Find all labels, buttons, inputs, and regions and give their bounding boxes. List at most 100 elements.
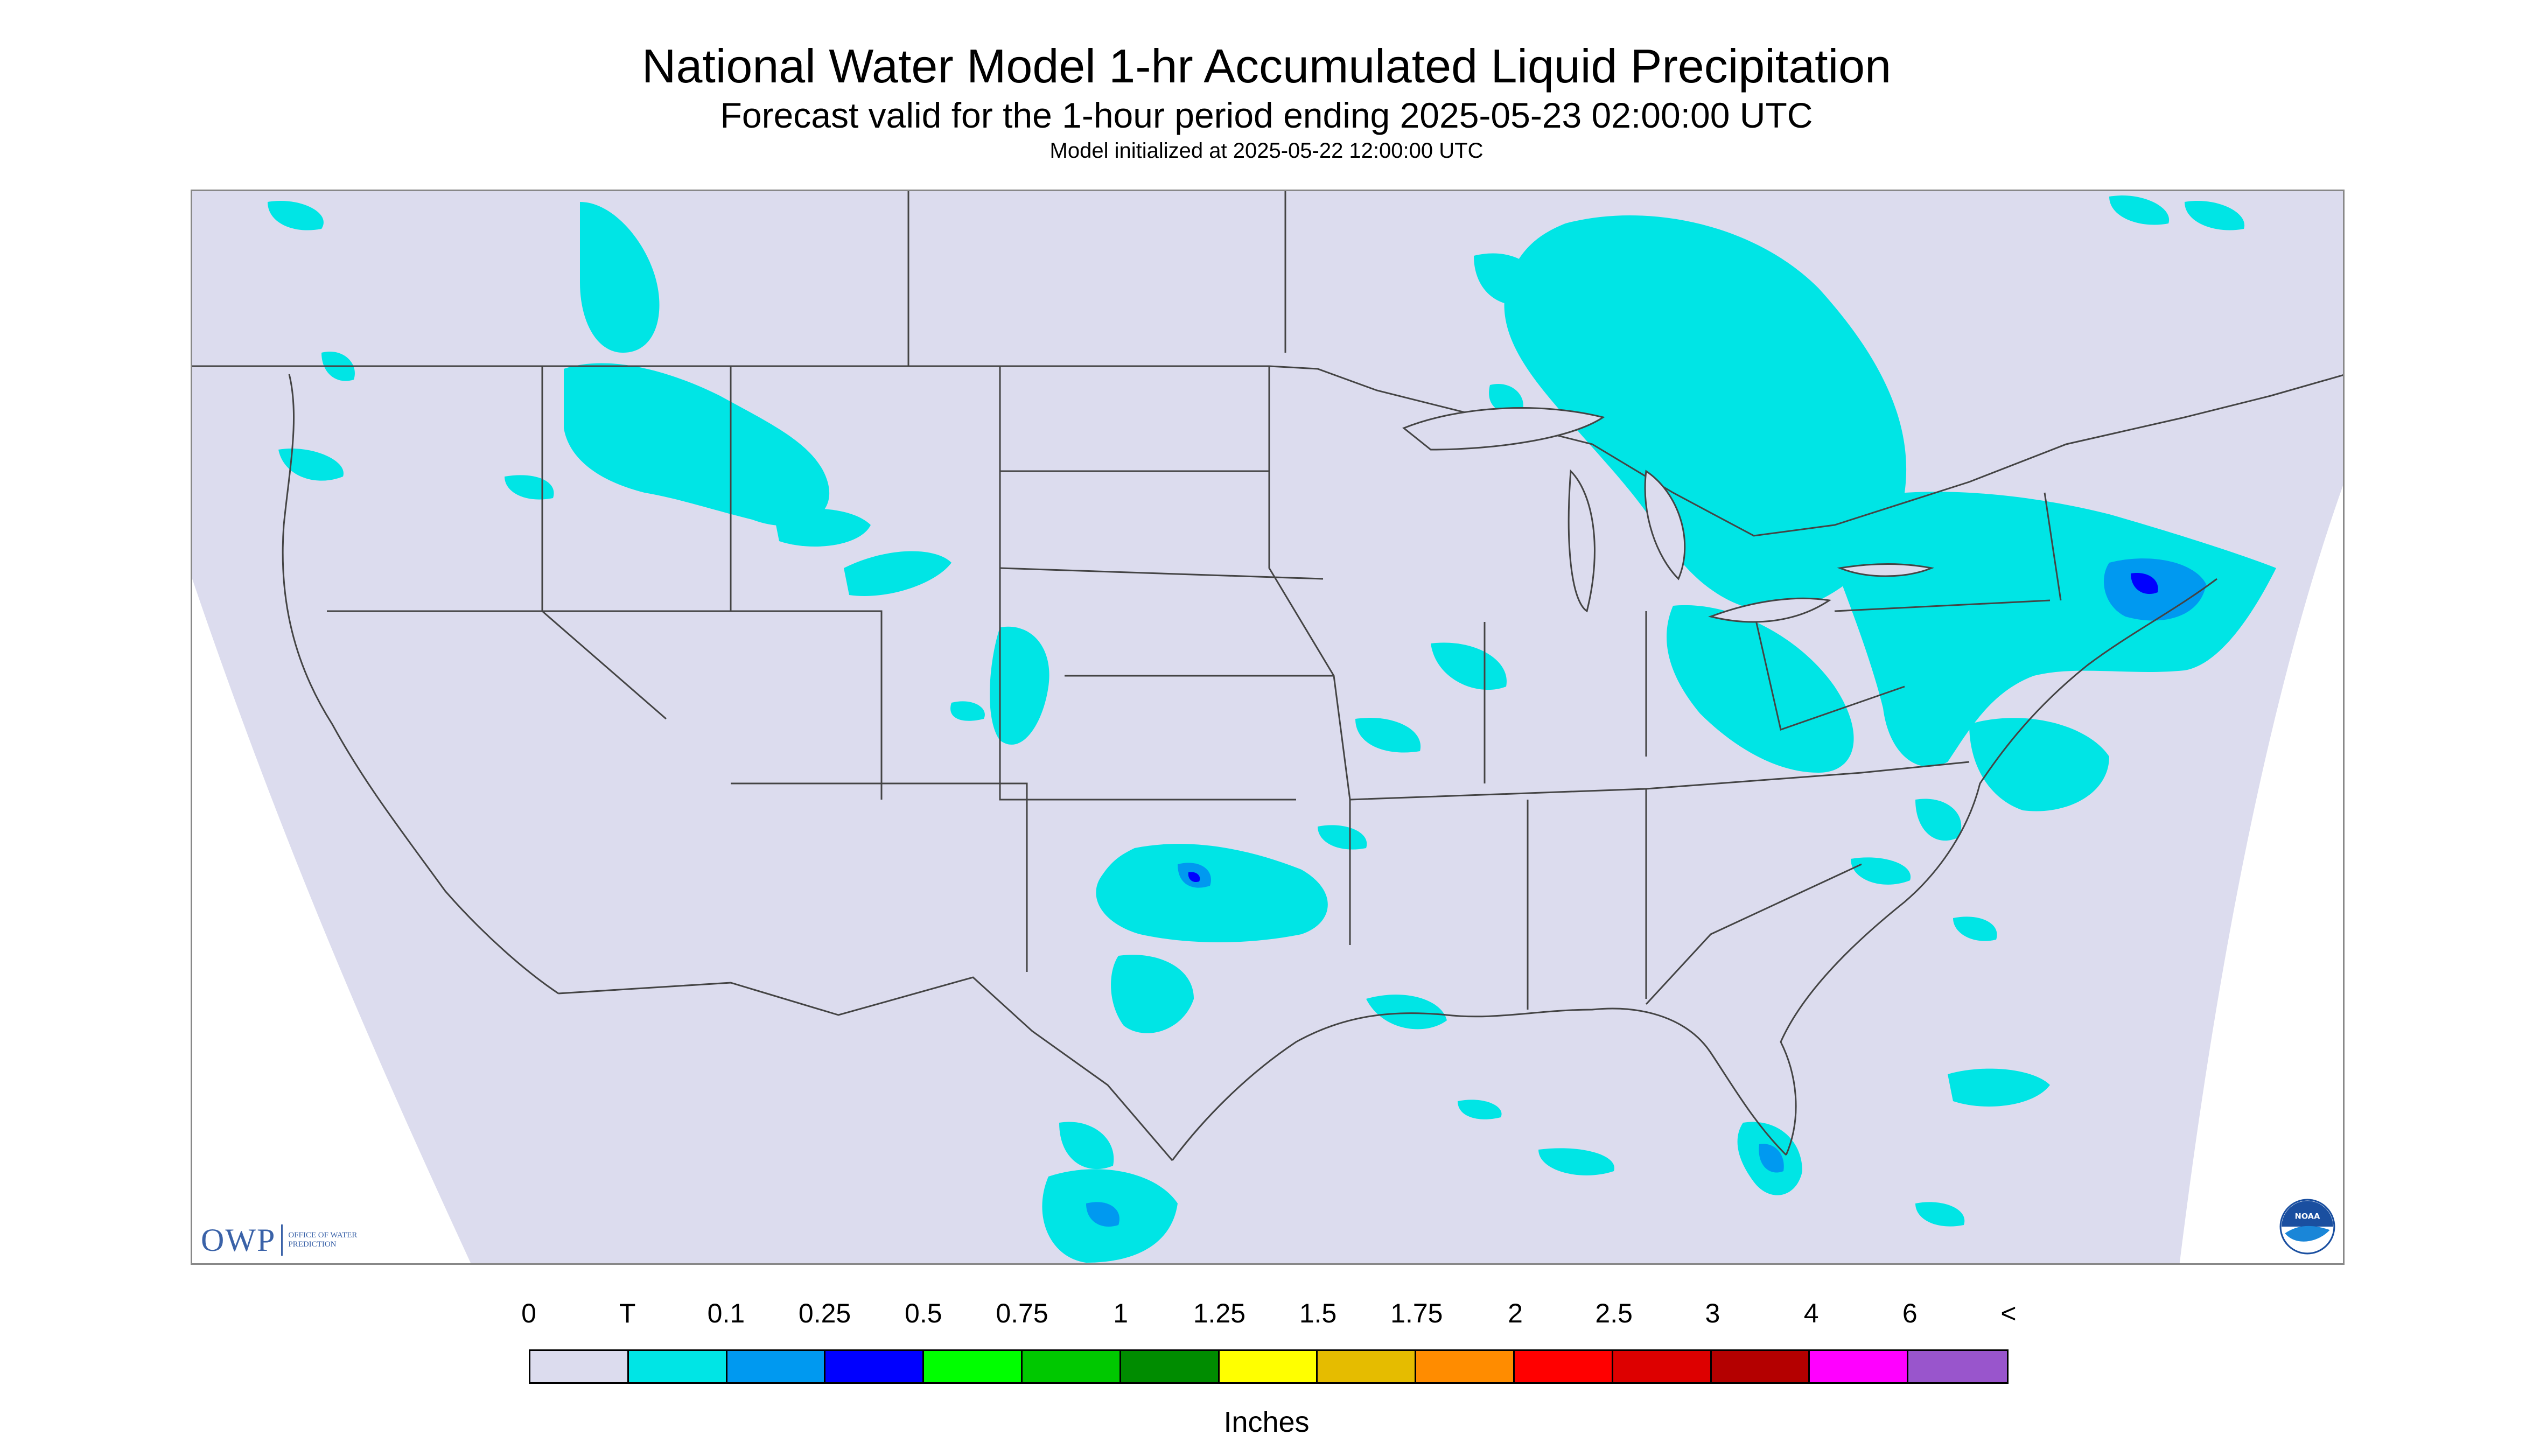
political-boundaries [192,191,2343,1161]
noaa-logo-icon: NOAA [2279,1199,2335,1255]
precip-maritimes [2185,201,2245,230]
legend-tick-label: 0 [521,1298,536,1328]
legend-tick-label: 0.5 [905,1298,942,1328]
precipitation-map: OWP OFFICE OF WATER PREDICTION NOAA [191,190,2345,1265]
precip-mexico-core [1086,1202,1119,1227]
state-line-2 [730,366,883,800]
map-title: National Water Model 1-hr Accumulated Li… [641,39,1892,93]
precip-gulf-2 [1458,1100,1502,1119]
precip-mid-atlantic-coast [1969,718,2109,811]
legend-tick-label: 0.1 [707,1298,745,1328]
state-line-3 [999,366,1296,801]
legend-swatch [1514,1351,1613,1382]
legend-tick-label: 1 [1113,1298,1129,1328]
legend-swatch [1810,1351,1909,1382]
state-line-10 [1349,761,1970,801]
precip-gulf-1 [1538,1148,1614,1175]
legend-unit-label: Inches [1223,1406,1310,1438]
precip-wyoming-band [844,551,951,596]
state-line-15 [1753,611,1905,731]
state-line-5 [731,782,1028,972]
legend-tick-label: 0.25 [798,1298,851,1328]
owp-logo: OWP OFFICE OF WATER PREDICTION [201,1221,363,1259]
noaa-logo-text: NOAA [2295,1212,2320,1221]
lake-erie [1708,597,1831,623]
precip-carolina-coast [1851,857,1911,885]
precip-canada-sw [268,201,324,230]
precip-colorado [990,626,1049,745]
atlantic-coast [1780,578,2217,1156]
legend-swatch [628,1351,727,1382]
map-subtitle: Forecast valid for the 1-hour period end… [720,95,1813,135]
legend-swatch [1318,1351,1417,1382]
legend-swatch [1908,1351,2007,1382]
state-line-17 [2044,492,2062,601]
legend-tick-label: 0.75 [996,1298,1048,1328]
owp-logo-divider [281,1224,283,1256]
legend-tick-label: 4 [1803,1298,1819,1328]
precip-south-florida-core [1759,1144,1784,1173]
precip-central-texas [1111,955,1194,1033]
precip-quarter-inch-areas [1188,573,2158,883]
precip-ontario-west [1474,253,1541,305]
precip-pnw-2 [278,449,344,481]
state-line-7 [999,567,1324,580]
legend-tick-label: < [2000,1298,2017,1328]
legend-swatch [1219,1351,1318,1382]
precip-montana-band [774,508,871,547]
legend-tick-label: 1.5 [1299,1298,1337,1328]
west-coast [282,374,559,995]
precip-north-texas [1318,825,1367,850]
precip-caribbean [1915,1202,1965,1227]
precip-great-lakes [1504,215,1907,612]
precip-oklahoma-texas [1096,844,1328,942]
lake-ontario [1837,563,1935,577]
precip-virginia-coast [1915,799,1962,841]
precip-oklahoma-max [1188,872,1200,883]
legend-swatch [924,1351,1023,1382]
legend-swatch [1022,1351,1121,1382]
map-canvas [192,191,2343,1263]
great-lakes [1402,407,1935,623]
canada-border [192,365,2343,537]
legend-tick-label: 6 [1902,1298,1918,1328]
precip-atlantic-1 [1953,916,1997,941]
precip-northern-rockies [564,363,830,526]
precip-hudson-bay-south [2109,195,2170,225]
legend-tick-label: 3 [1705,1298,1720,1328]
lake-superior [1402,407,1605,451]
legend-swatch [727,1351,826,1382]
legend-swatch [530,1351,629,1382]
owp-logo-text: OFFICE OF WATER PREDICTION [288,1231,358,1249]
precip-colorado-2 [950,701,985,721]
legend-tick-label: 2 [1508,1298,1523,1328]
legend-swatch [1711,1351,1810,1382]
precipitation-legend: 0 T 0.1 0.25 0.5 0.75 1 1.25 1.5 1.75 2 2.5 3 4 6 < Inc… [0,1298,2533,1443]
precip-missouri [1355,718,1421,753]
legend-tick-label: 1.25 [1193,1298,1246,1328]
state-line-16 [1834,599,2051,612]
precip-south-texas [1059,1122,1114,1170]
legend-color-bar [529,1349,2009,1384]
legend-swatch [1613,1351,1712,1382]
model-init-line: Model initialized at 2025-05-22 12:00:00… [1049,139,1484,163]
precip-illinois [1431,642,1507,690]
owp-logo-mark: OWP [201,1222,276,1258]
precip-tenth-inch-areas [1086,558,2206,1227]
lake-michigan [1568,469,1596,613]
precip-atlantic-2 [1948,1068,2050,1107]
legend-tick-label: T [619,1298,636,1328]
precip-ohio-valley [1667,605,1854,773]
mexico-border [558,976,1173,1161]
legend-tick-label: 2.5 [1595,1298,1633,1328]
precip-wisconsin [1489,384,1523,414]
precip-new-england-max [2131,573,2158,594]
gulf-coast [1171,1007,1787,1161]
precip-louisiana-coast [1366,995,1447,1030]
state-line-20 [1645,863,1862,1005]
legend-swatch [1416,1351,1515,1382]
legend-swatch [1121,1351,1220,1382]
legend-swatch [825,1351,925,1382]
lake-huron [1644,470,1686,580]
precip-canada-rockies [580,202,660,353]
